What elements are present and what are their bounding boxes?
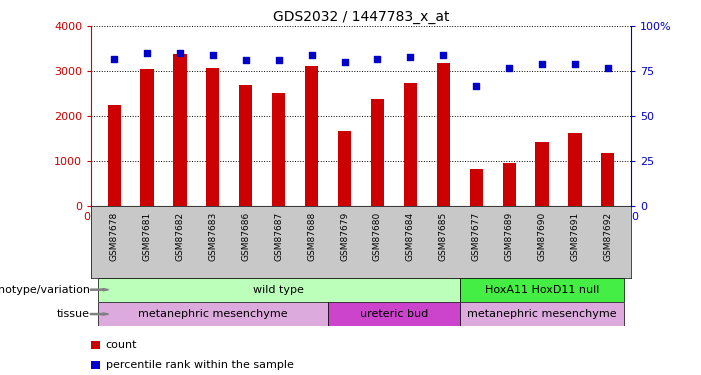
Bar <box>460 302 625 326</box>
Text: GSM87688: GSM87688 <box>307 212 316 261</box>
Text: metanephric mesenchyme: metanephric mesenchyme <box>468 309 617 319</box>
Point <box>109 56 120 62</box>
Point <box>306 52 318 58</box>
Text: ureteric bud: ureteric bud <box>360 309 428 319</box>
Text: GSM87677: GSM87677 <box>472 212 481 261</box>
Bar <box>239 85 252 206</box>
Text: GSM87691: GSM87691 <box>571 212 580 261</box>
Text: GSM87683: GSM87683 <box>208 212 217 261</box>
Text: GSM87684: GSM87684 <box>406 212 415 261</box>
Text: percentile rank within the sample: percentile rank within the sample <box>106 360 294 370</box>
Point <box>372 56 383 62</box>
Bar <box>404 82 417 206</box>
Text: 0: 0 <box>632 212 639 222</box>
Point <box>240 57 252 63</box>
Text: GSM87690: GSM87690 <box>538 212 547 261</box>
Point <box>503 64 515 70</box>
Text: tissue: tissue <box>57 309 90 319</box>
Bar <box>305 66 318 206</box>
Bar <box>601 153 615 206</box>
Point <box>339 59 350 65</box>
Bar <box>536 142 549 206</box>
Bar <box>470 170 483 206</box>
Text: GSM87687: GSM87687 <box>274 212 283 261</box>
Point <box>602 64 613 70</box>
Bar <box>97 278 460 302</box>
Text: GSM87689: GSM87689 <box>505 212 514 261</box>
Bar <box>460 278 625 302</box>
Point <box>175 50 186 56</box>
Text: GSM87679: GSM87679 <box>340 212 349 261</box>
Point <box>142 50 153 56</box>
Text: GSM87680: GSM87680 <box>373 212 382 261</box>
Point <box>569 61 580 67</box>
Bar <box>272 93 285 206</box>
Bar <box>173 54 186 206</box>
Bar <box>371 99 384 206</box>
Text: GSM87685: GSM87685 <box>439 212 448 261</box>
Title: GDS2032 / 1447783_x_at: GDS2032 / 1447783_x_at <box>273 10 449 24</box>
Text: metanephric mesenchyme: metanephric mesenchyme <box>138 309 287 319</box>
Point <box>404 54 416 60</box>
Text: GSM87686: GSM87686 <box>241 212 250 261</box>
Text: GSM87692: GSM87692 <box>604 212 613 261</box>
Point <box>470 82 482 88</box>
Bar <box>97 302 328 326</box>
Point <box>536 61 547 67</box>
Text: GSM87681: GSM87681 <box>142 212 151 261</box>
Bar <box>107 105 121 206</box>
Text: count: count <box>106 340 137 350</box>
Text: wild type: wild type <box>253 285 304 295</box>
Point <box>437 52 449 58</box>
Point <box>273 57 285 63</box>
Bar <box>328 302 460 326</box>
Text: 0: 0 <box>83 212 90 222</box>
Text: genotype/variation: genotype/variation <box>0 285 90 295</box>
Point <box>207 52 219 58</box>
Bar <box>140 69 154 206</box>
Bar <box>503 163 516 206</box>
Bar <box>338 130 351 206</box>
Text: HoxA11 HoxD11 null: HoxA11 HoxD11 null <box>485 285 599 295</box>
Bar <box>437 63 450 206</box>
Text: GSM87682: GSM87682 <box>175 212 184 261</box>
Text: GSM87678: GSM87678 <box>109 212 118 261</box>
Bar <box>569 134 582 206</box>
Bar <box>206 68 219 206</box>
